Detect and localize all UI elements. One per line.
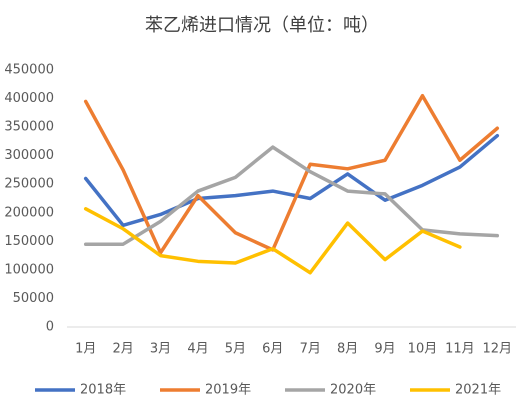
y-tick-label: 150000 bbox=[4, 234, 54, 249]
x-tick-label: 12月 bbox=[483, 342, 513, 357]
legend-label: 2018年 bbox=[80, 383, 126, 398]
legend-label: 2020年 bbox=[330, 383, 376, 398]
x-tick-label: 5月 bbox=[225, 342, 246, 357]
series-line bbox=[83, 93, 500, 255]
x-tick-label: 10月 bbox=[408, 342, 438, 357]
x-tick-label: 2月 bbox=[112, 342, 133, 357]
y-tick-label: 200000 bbox=[4, 205, 54, 220]
legend-label: 2021年 bbox=[455, 383, 501, 398]
series-line bbox=[83, 145, 500, 246]
x-tick-label: 8月 bbox=[337, 342, 358, 357]
y-tick-label: 250000 bbox=[4, 177, 54, 192]
y-tick-label: 450000 bbox=[4, 63, 54, 78]
chart-title: 苯乙烯进口情况（单位：吨） bbox=[145, 15, 379, 36]
x-tick-label: 7月 bbox=[300, 342, 321, 357]
x-tick-label: 6月 bbox=[262, 342, 283, 357]
x-tick-label: 11月 bbox=[445, 342, 475, 357]
x-tick-label: 9月 bbox=[374, 342, 395, 357]
y-tick-label: 400000 bbox=[4, 91, 54, 106]
y-tick-label: 100000 bbox=[4, 262, 54, 277]
y-tick-label: 350000 bbox=[4, 120, 54, 135]
series-line bbox=[83, 133, 500, 228]
x-tick-label: 3月 bbox=[150, 342, 171, 357]
y-tick-label: 50000 bbox=[13, 291, 54, 306]
y-tick-label: 0 bbox=[46, 320, 54, 335]
x-tick-label: 1月 bbox=[75, 342, 96, 357]
series-line bbox=[83, 207, 462, 275]
y-tick-label: 300000 bbox=[4, 148, 54, 163]
x-tick-label: 4月 bbox=[187, 342, 208, 357]
legend-label: 2019年 bbox=[205, 383, 251, 398]
